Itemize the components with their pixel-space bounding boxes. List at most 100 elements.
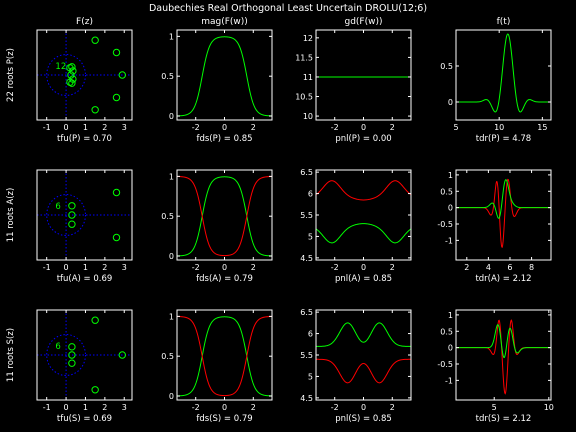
panel-p23: -2 0 2 4.5 5 5.5 6 6.5 pnl(A) = 0.85 xyxy=(300,168,412,284)
y-tick-label: 0 xyxy=(448,98,453,107)
panel-p31: 6 -1 0 1 2 3 tfu(S) = 0.69 11 roots S(z) xyxy=(6,309,133,424)
axes-box xyxy=(36,29,133,121)
root-point xyxy=(112,233,121,242)
x-tick-label: -1 xyxy=(43,403,51,412)
root-point xyxy=(91,386,99,394)
x-tick-label: 10 xyxy=(494,123,504,132)
x-tick-label: 2 xyxy=(390,263,395,272)
series-line-green xyxy=(316,322,411,347)
root-point xyxy=(68,359,76,367)
y-tick-label: 6.5 xyxy=(300,308,313,317)
multiplicity-label: 6 xyxy=(55,342,60,352)
x-tick-label: -1 xyxy=(43,123,51,132)
y-tick-label: 10 xyxy=(303,112,313,121)
y-tick-label: 0 xyxy=(169,112,174,121)
series-line-green xyxy=(456,33,551,113)
axes-box xyxy=(315,309,412,401)
panel-p12: -2 0 2 0 0.5 1 mag(F(w)) fds(P) = 0.85 xyxy=(161,17,273,144)
root-point xyxy=(68,343,76,351)
unit-circle xyxy=(46,334,86,376)
x-axis-label: tfu(A) = 0.69 xyxy=(57,274,113,284)
x-axis-label: tfu(P) = 0.70 xyxy=(57,134,112,144)
y-axis-label: 11 roots A(z) xyxy=(6,188,16,243)
y-tick-label: 6 xyxy=(308,330,313,339)
x-tick-label: 0 xyxy=(64,263,69,272)
x-axis-label: pnl(S) = 0.85 xyxy=(335,414,392,424)
x-tick-label: -2 xyxy=(331,123,339,132)
x-tick-label: 0 xyxy=(361,123,366,132)
unit-circle xyxy=(46,54,86,96)
y-tick-label: 1 xyxy=(448,311,453,320)
panel-p21: 6 -1 0 1 2 3 tfu(A) = 0.69 11 roots A(z) xyxy=(6,169,133,284)
x-tick-label: -2 xyxy=(331,263,339,272)
y-tick-label: 0.5 xyxy=(161,352,174,361)
y-tick-label: 0 xyxy=(169,392,174,401)
x-tick-label: 3 xyxy=(122,263,127,272)
y-tick-label: 0 xyxy=(448,344,453,353)
x-tick-label: 10 xyxy=(544,403,554,412)
axes-box xyxy=(176,169,273,261)
panel-title: gd(F(w)) xyxy=(344,17,382,27)
x-tick-label: 2 xyxy=(251,263,256,272)
x-tick-label: 2 xyxy=(390,403,395,412)
x-tick-label: 2 xyxy=(464,263,469,272)
x-axis-label: tdr(S) = 2.12 xyxy=(476,414,532,424)
x-tick-label: 0 xyxy=(64,123,69,132)
y-tick-label: 0 xyxy=(169,252,174,261)
x-tick-label: 2 xyxy=(102,123,107,132)
x-tick-label: 5 xyxy=(492,403,497,412)
x-tick-label: -2 xyxy=(192,123,200,132)
y-tick-label: 6 xyxy=(308,190,313,199)
x-tick-label: 0 xyxy=(361,263,366,272)
y-tick-label: 1 xyxy=(448,171,453,180)
series-line-red xyxy=(177,315,272,397)
x-tick-label: 0 xyxy=(222,263,227,272)
y-tick-label: 11.5 xyxy=(295,53,313,62)
root-point xyxy=(67,71,75,79)
root-point xyxy=(112,188,121,197)
y-axis-label: 22 roots P(z) xyxy=(6,48,16,102)
panel-p24: 2 4 6 8 -1 -0.5 0 0.5 1 tdr(A) = 2.12 xyxy=(437,169,552,284)
panel-p14: 5 10 15 0 0.5 f(t) tdr(P) = 4.78 xyxy=(440,17,552,144)
root-point xyxy=(112,93,121,102)
series-line-red xyxy=(316,358,411,384)
x-tick-label: 2 xyxy=(390,123,395,132)
panel-title: F(z) xyxy=(76,17,93,27)
panel-p13: -2 0 2 10 10.5 11 11.5 12 gd(F(w)) pnl(P) = 0.00 xyxy=(295,17,412,144)
y-tick-label: 0.5 xyxy=(440,327,453,336)
axes-box xyxy=(36,309,133,401)
axes-box xyxy=(455,169,552,261)
x-axis-label: fds(P) = 0.85 xyxy=(196,134,252,144)
y-tick-label: 4.5 xyxy=(300,254,313,263)
series-line-green xyxy=(177,176,272,257)
y-tick-label: 5.5 xyxy=(300,351,313,360)
x-tick-label: 1 xyxy=(83,123,88,132)
root-point xyxy=(68,79,76,87)
y-tick-label: 4.5 xyxy=(300,394,313,403)
y-tick-label: 0.5 xyxy=(440,187,453,196)
panel-title: f(t) xyxy=(497,17,511,27)
x-axis-label: pnl(P) = 0.00 xyxy=(335,134,391,144)
x-tick-label: 8 xyxy=(529,263,534,272)
y-tick-label: -1 xyxy=(445,236,453,245)
series-line-green xyxy=(456,179,551,219)
x-tick-label: 2 xyxy=(251,123,256,132)
x-tick-label: 6 xyxy=(507,263,512,272)
root-point xyxy=(91,106,99,114)
panel-p34: 5 10 -1 -0.5 0 0.5 1 tdr(S) = 2.12 xyxy=(437,309,554,424)
x-axis-label: pnl(A) = 0.85 xyxy=(335,274,392,284)
multiplicity-label: 6 xyxy=(55,202,60,212)
root-point xyxy=(91,36,99,44)
panel-title: mag(F(w)) xyxy=(201,17,248,27)
axes-box xyxy=(176,309,273,401)
root-point xyxy=(118,71,127,79)
y-tick-label: 0.5 xyxy=(161,72,174,81)
root-point xyxy=(68,351,76,359)
y-tick-label: 1 xyxy=(169,312,174,321)
y-tick-label: -0.5 xyxy=(437,360,453,369)
y-tick-label: 0 xyxy=(448,204,453,213)
axes-box xyxy=(455,29,552,121)
x-tick-label: 0 xyxy=(64,403,69,412)
y-tick-label: -1 xyxy=(445,376,453,385)
